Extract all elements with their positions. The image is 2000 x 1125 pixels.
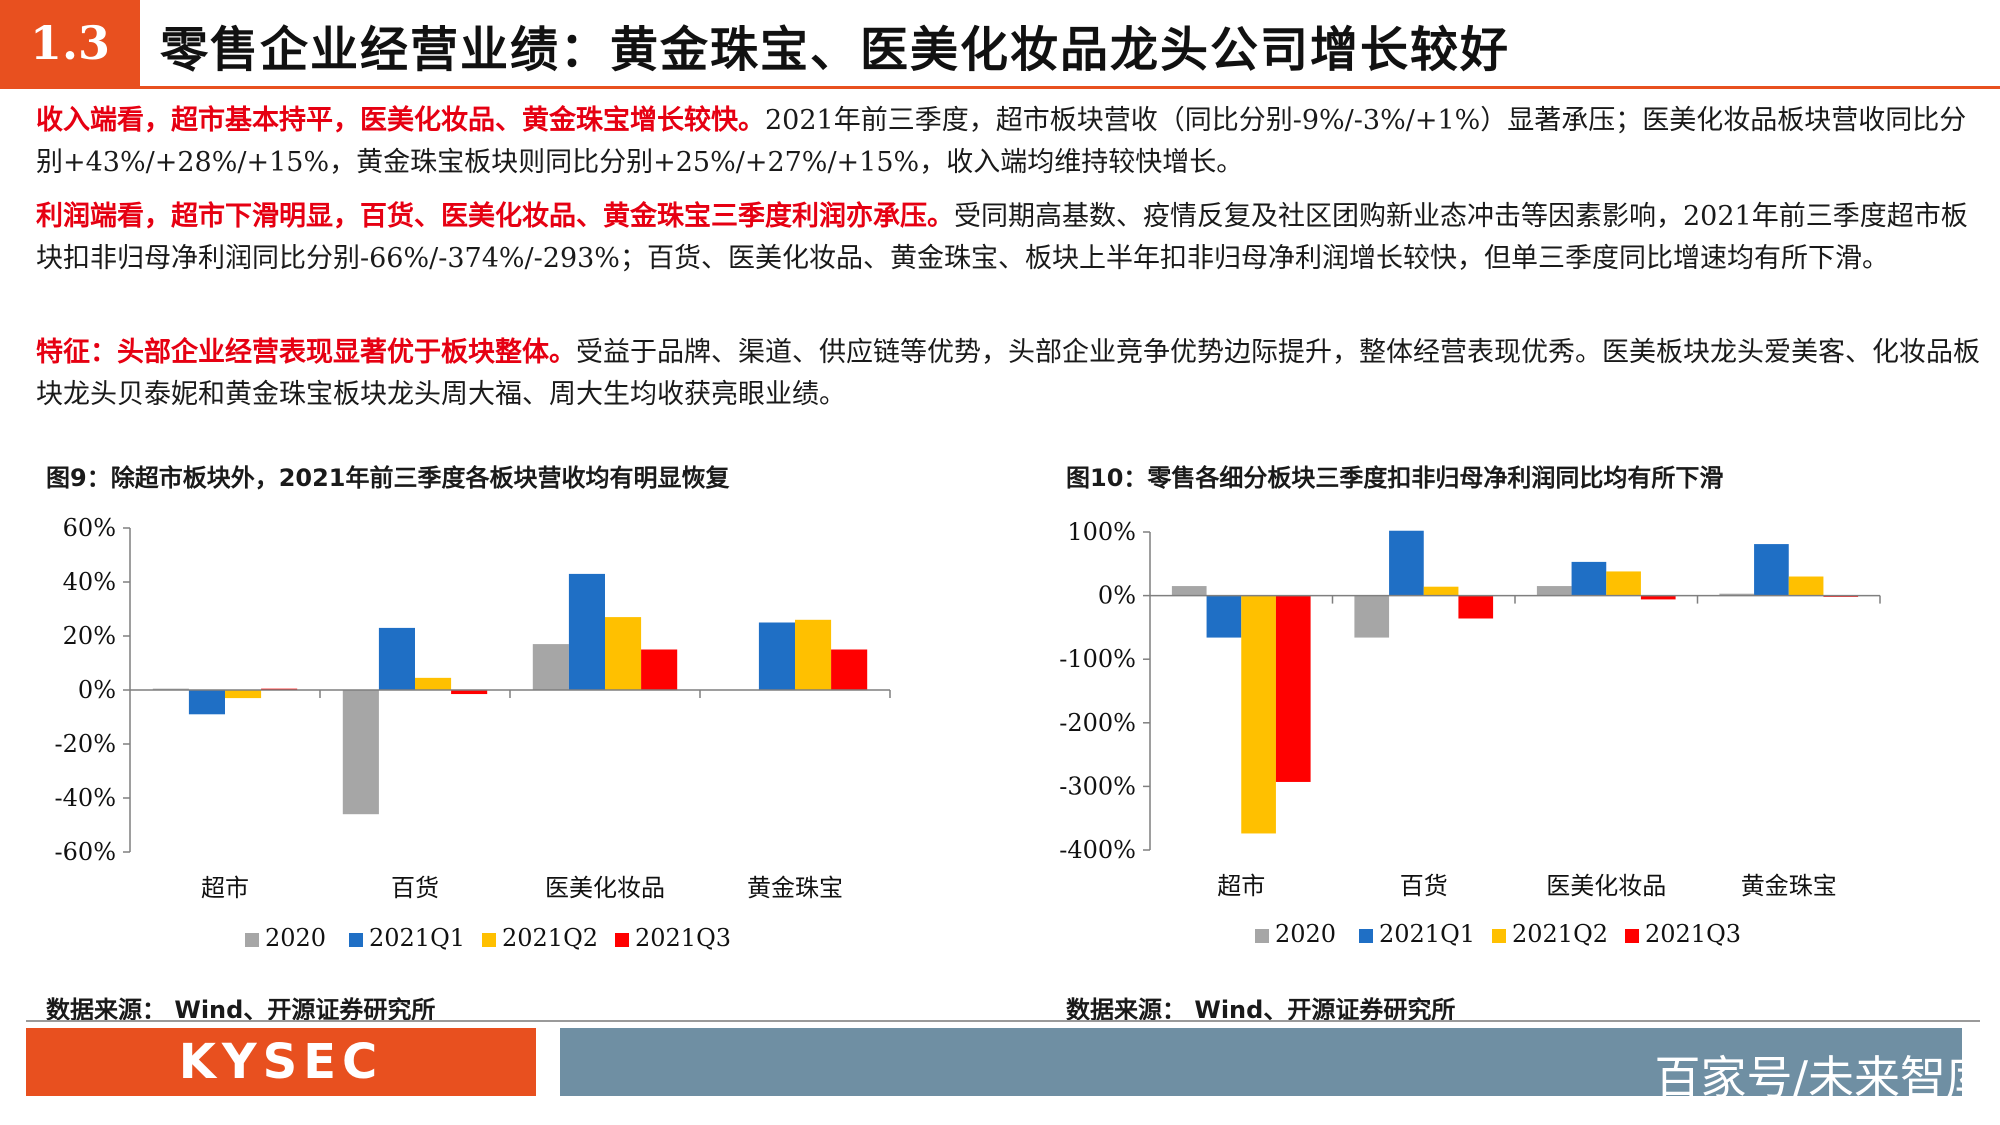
figure-9-title: 图9：除超市板块外，2021年前三季度各板块营收均有明显恢复 xyxy=(46,464,730,492)
legend-label: 2021Q2 xyxy=(1512,920,1608,948)
x-category-label: 黄金珠宝 xyxy=(1741,872,1837,900)
paragraph-revenue-highlight: 收入端看，超市基本持平，医美化妆品、黄金珠宝增长较快。 xyxy=(36,105,765,136)
y-tick-label: -400% xyxy=(1059,836,1136,864)
bar xyxy=(1458,595,1494,619)
chart-profit-growth: 100%0%-100%-200%-300%-400%超市 百货 医美化妆品 黄金珠宝2… xyxy=(1059,518,1881,948)
x-category-label: 黄金珠宝 xyxy=(747,874,843,902)
paragraph-revenue: 收入端看，超市基本持平，医美化妆品、黄金珠宝增长较快。2021年前三季度，超市板… xyxy=(36,100,1986,184)
legend-swatch xyxy=(615,933,629,947)
legend-label: 2021Q3 xyxy=(1645,920,1741,948)
paragraph-revenue-body: 2021年前三季度，超市板块营收（同比分别-9%/-3%/+1%）显著承压；医美… xyxy=(36,105,1967,178)
x-category-label: 超市 xyxy=(1217,872,1265,900)
paragraph-feature-body: 受益于品牌、渠道、供应链等优势，头部企业竞争优势边际提升，整体经营表现优秀。医美… xyxy=(36,337,1980,410)
bar xyxy=(1640,595,1676,600)
bar xyxy=(532,644,569,690)
bar xyxy=(831,649,868,690)
bar xyxy=(342,690,379,815)
bar xyxy=(1275,595,1311,782)
y-tick-label: -40% xyxy=(55,784,116,812)
x-category-label: 百货 xyxy=(391,874,439,902)
x-category-label: 超市 xyxy=(201,874,249,902)
legend-swatch xyxy=(245,933,259,947)
figure-10-title: 图10：零售各细分板块三季度扣非归母净利润同比均有所下滑 xyxy=(1066,464,1724,492)
bar xyxy=(605,617,642,690)
paragraph-feature: 特征：头部企业经营表现显著优于板块整体。受益于品牌、渠道、供应链等优势，头部企业… xyxy=(36,332,1986,416)
bar xyxy=(1171,586,1207,596)
x-category-label: 医美化妆品 xyxy=(1546,872,1666,900)
legend-label: 2021Q1 xyxy=(1379,920,1475,948)
bar xyxy=(188,690,225,715)
page-title: 零售企业经营业绩：黄金珠宝、医美化妆品龙头公司增长较好 xyxy=(160,22,1511,78)
bar xyxy=(1571,561,1607,596)
x-category-label: 医美化妆品 xyxy=(545,874,665,902)
header-divider xyxy=(0,86,2000,89)
chart-revenue-growth: 60% 40% 20% 0% -20% -40% -60% 超市 百货 医美化妆品 黄金珠宝 2020… xyxy=(55,514,891,952)
footer-bar xyxy=(560,1028,1962,1096)
bar xyxy=(1754,544,1789,596)
legend-swatch xyxy=(1359,929,1373,943)
bar xyxy=(1241,595,1276,834)
bar xyxy=(225,690,262,699)
kysec-logo-text: KYSEC xyxy=(178,1034,384,1090)
bar xyxy=(568,573,605,690)
legend-label: 2020 xyxy=(1275,920,1336,948)
kysec-logo: KYSEC xyxy=(26,1028,536,1096)
legend-label: 2021Q3 xyxy=(635,924,731,952)
paragraph-profit-highlight: 利润端看，超市下滑明显，百货、医美化妆品、黄金珠宝三季度利润亦承压。 xyxy=(36,201,954,232)
section-number: 1.3 xyxy=(0,0,140,86)
legend-swatch xyxy=(1255,929,1269,943)
bar xyxy=(641,649,678,690)
y-tick-label: -20% xyxy=(55,730,116,758)
bar xyxy=(378,627,415,690)
y-tick-label: 0% xyxy=(78,676,116,704)
paragraph-feature-highlight: 特征：头部企业经营表现显著优于板块整体。 xyxy=(36,337,576,368)
footer-divider xyxy=(26,1020,1980,1022)
y-tick-label: 60% xyxy=(63,514,116,542)
watermark-text: 百家号/未来智库 xyxy=(1654,1051,1993,1105)
legend-swatch xyxy=(1492,929,1506,943)
y-tick-label: -200% xyxy=(1059,709,1136,737)
legend-swatch xyxy=(349,933,363,947)
bar xyxy=(1206,595,1242,638)
bar xyxy=(1423,586,1459,596)
legend-label: 2021Q2 xyxy=(502,924,598,952)
bar xyxy=(1354,595,1390,638)
y-tick-label: 0% xyxy=(1098,582,1136,610)
figure-9-source: 数据来源： Wind、开源证券研究所 xyxy=(46,996,436,1024)
x-category-label: 百货 xyxy=(1400,872,1448,900)
figure-10-source: 数据来源： Wind、开源证券研究所 xyxy=(1066,996,1456,1024)
bar xyxy=(451,690,488,695)
y-tick-label: 40% xyxy=(63,568,116,596)
bar xyxy=(1788,576,1824,596)
y-tick-label: 20% xyxy=(63,622,116,650)
bar xyxy=(1719,593,1755,596)
y-tick-label: -300% xyxy=(1059,772,1136,800)
y-tick-label: -60% xyxy=(55,838,116,866)
bar xyxy=(795,619,832,690)
paragraph-profit: 利润端看，超市下滑明显，百货、医美化妆品、黄金珠宝三季度利润亦承压。受同期高基数… xyxy=(36,196,1986,280)
bar xyxy=(1389,530,1424,596)
legend-swatch xyxy=(1625,929,1639,943)
bar xyxy=(1606,571,1641,596)
bar xyxy=(415,677,452,690)
legend-swatch xyxy=(482,933,496,947)
legend-label: 2021Q1 xyxy=(369,924,465,952)
y-tick-label: -100% xyxy=(1059,645,1136,673)
bar xyxy=(758,622,795,690)
bar xyxy=(1536,586,1572,596)
y-tick-label: 100% xyxy=(1067,518,1136,546)
legend-label: 2020 xyxy=(265,924,326,952)
paragraph-profit-body: 受同期高基数、疫情反复及社区团购新业态冲击等因素影响，2021年前三季度超市板块… xyxy=(36,201,1968,274)
